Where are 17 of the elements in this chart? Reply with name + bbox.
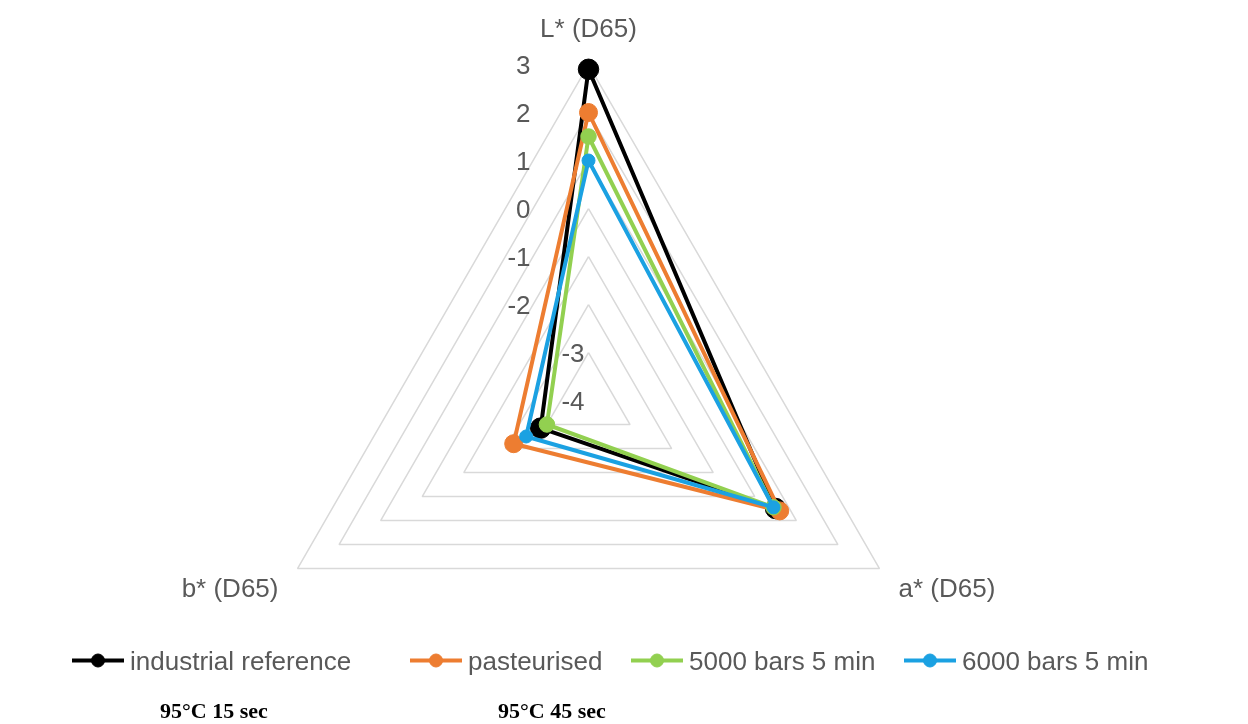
- y-tick-label: 0: [516, 193, 531, 224]
- y-tick-label: -3: [561, 337, 585, 368]
- y-tick-label: -1: [507, 241, 531, 272]
- spoke-label: b* (D65): [181, 572, 279, 603]
- y-tick-label: -4: [561, 385, 585, 416]
- y-tick-label: -2: [507, 289, 531, 320]
- spoke-label: a* (D65): [898, 572, 996, 603]
- spoke-label: L* (D65): [540, 12, 637, 43]
- y-tick-label: 1: [516, 145, 531, 176]
- legend-label: pasteurised: [468, 645, 603, 676]
- y-tick-label: 3: [516, 49, 531, 80]
- text: 95°C 45 sec: [498, 698, 607, 723]
- legend-label: 6000 bars 5 min: [962, 645, 1149, 676]
- legend-label: 5000 bars 5 min: [689, 645, 876, 676]
- y-tick-label: 2: [516, 97, 531, 128]
- legend-label: industrial reference: [130, 645, 352, 676]
- text: 95°C 15 sec: [160, 698, 269, 723]
